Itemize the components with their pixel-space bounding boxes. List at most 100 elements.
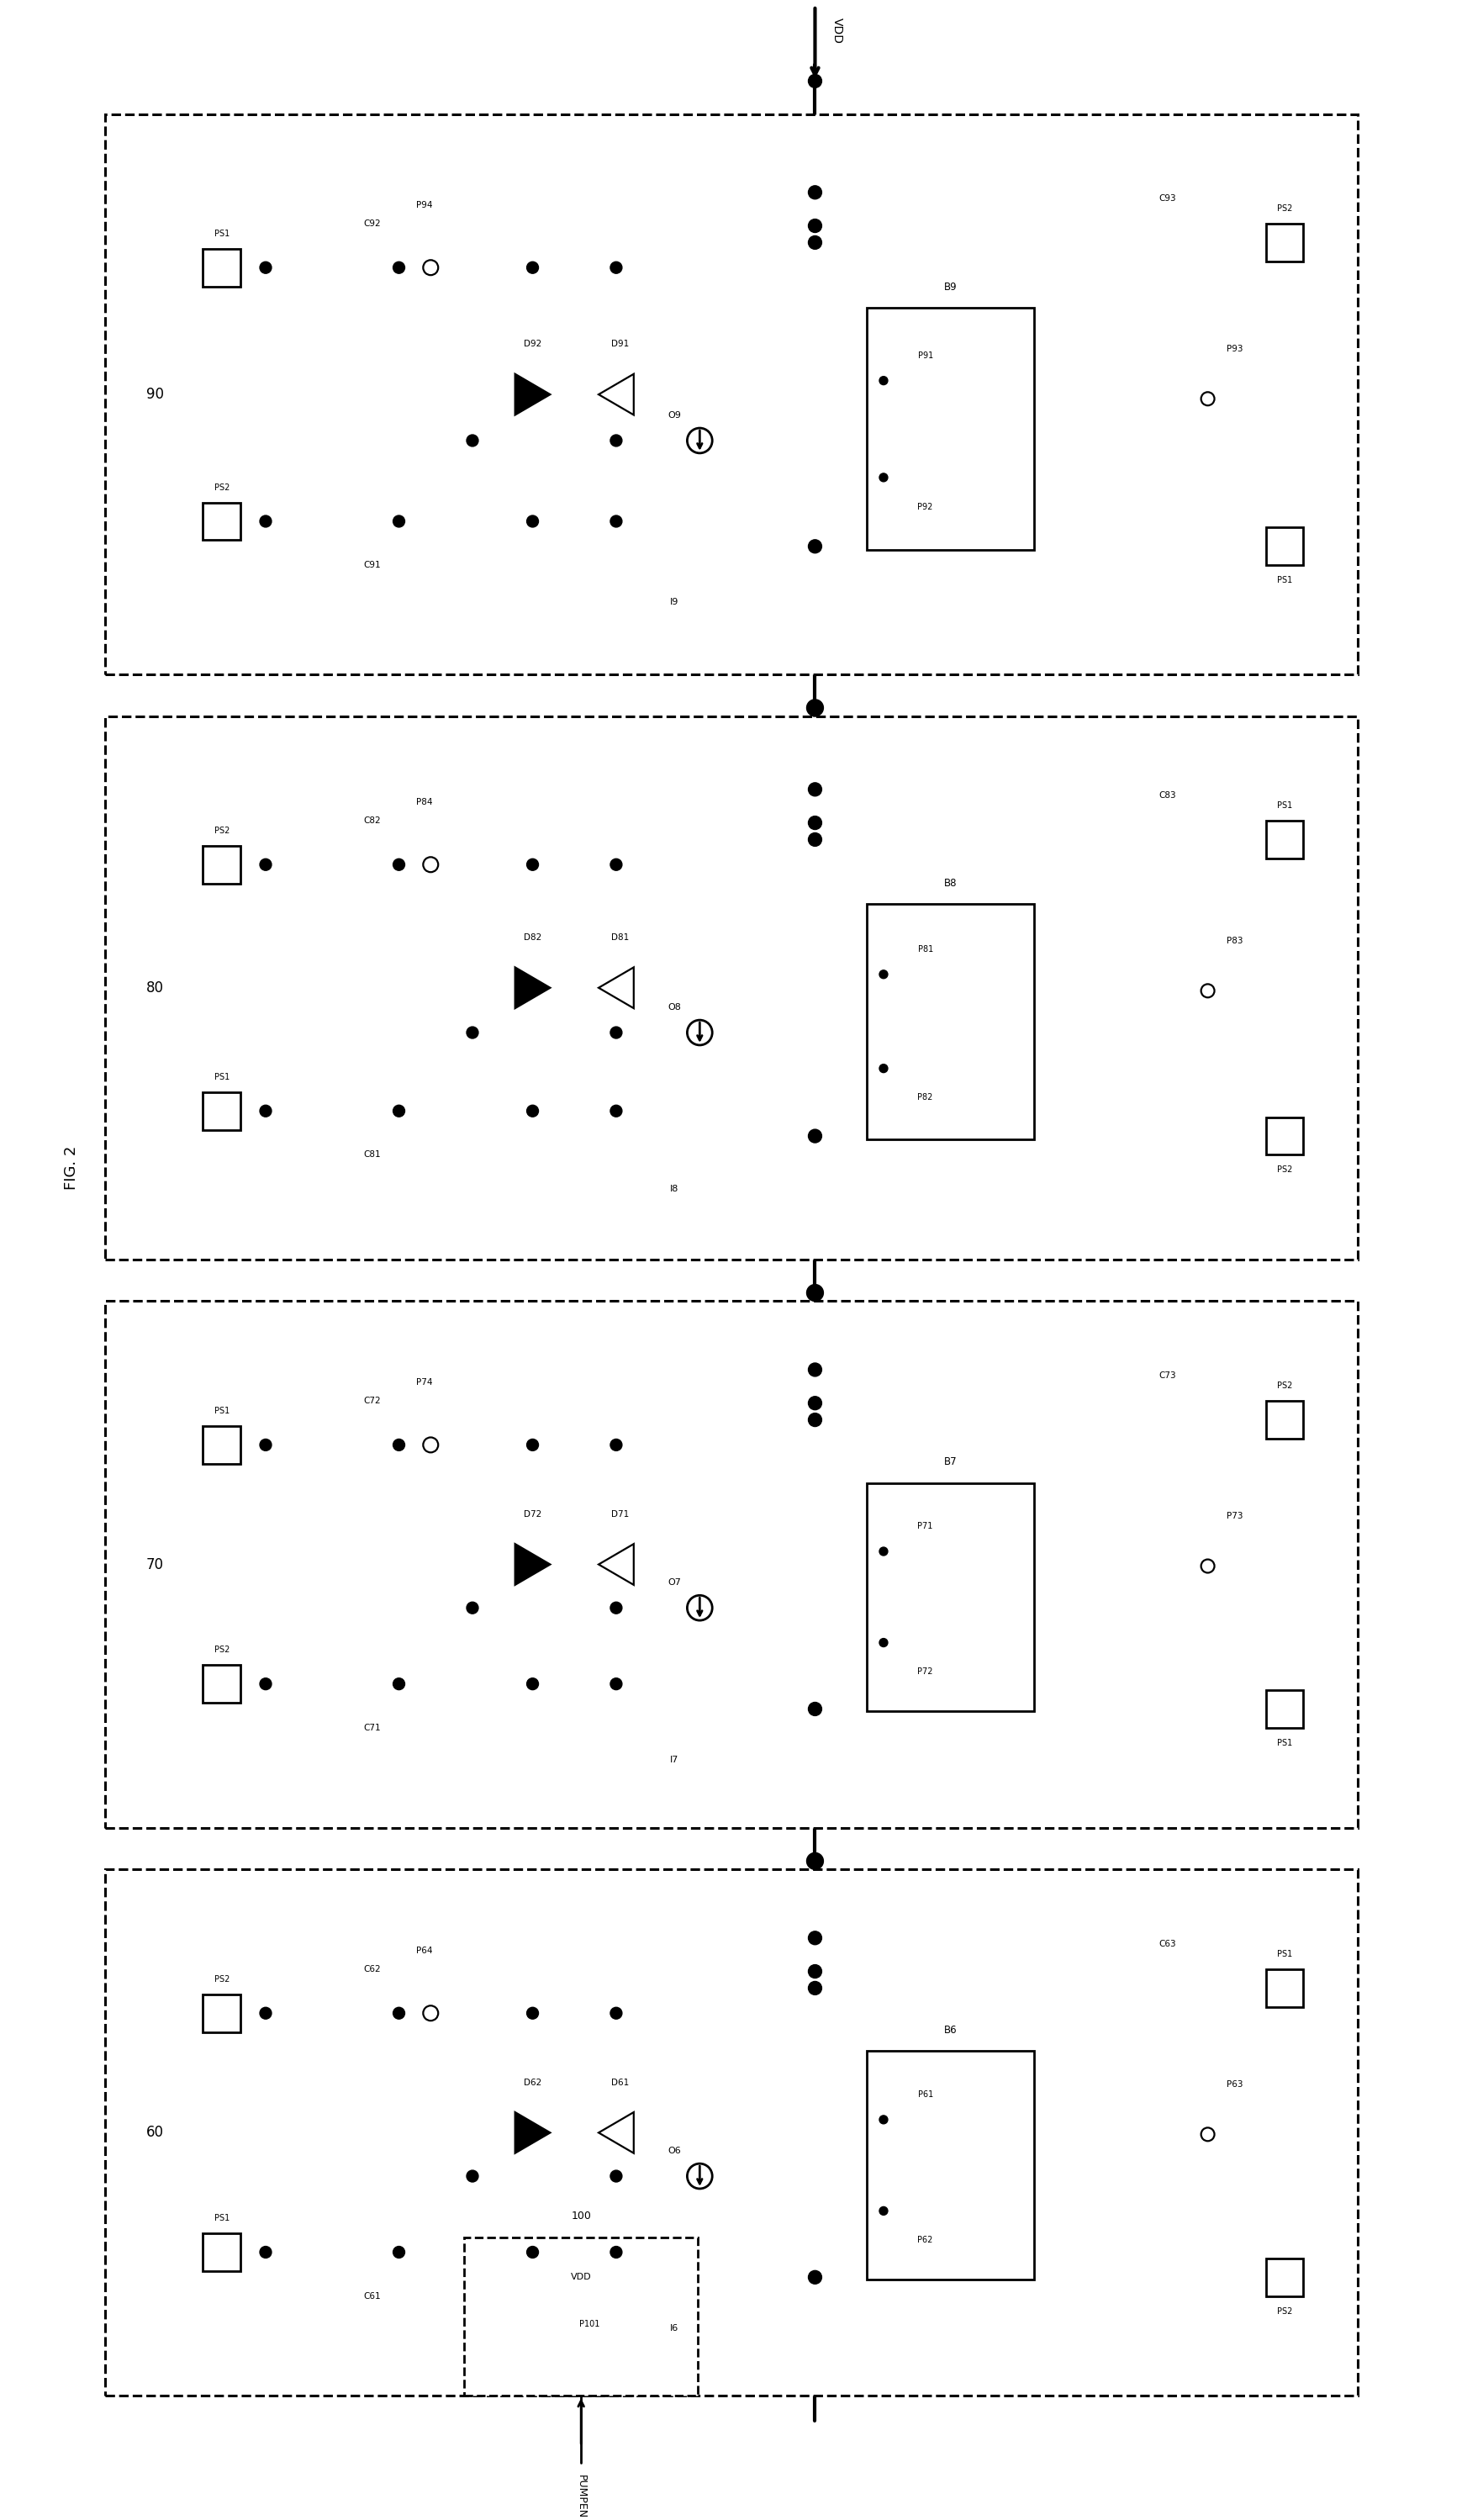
Text: P72: P72 [916, 1668, 933, 1676]
Text: C61: C61 [363, 2291, 381, 2301]
Circle shape [879, 474, 887, 481]
Text: PS1: PS1 [214, 1074, 230, 1081]
Text: PS1: PS1 [1277, 1739, 1292, 1746]
Bar [203, 1091, 240, 1129]
Circle shape [808, 1363, 822, 1376]
Circle shape [610, 1603, 621, 1613]
Text: B6: B6 [943, 2026, 957, 2036]
Circle shape [807, 1852, 823, 1870]
Circle shape [526, 2008, 538, 2019]
Text: B8: B8 [943, 877, 957, 890]
Text: C93: C93 [1158, 194, 1176, 202]
Text: P94: P94 [415, 202, 432, 209]
Polygon shape [515, 373, 550, 416]
Text: D92: D92 [523, 340, 541, 348]
Text: B7: B7 [943, 1457, 957, 1467]
Text: PS1: PS1 [214, 2215, 230, 2223]
Text: PS1: PS1 [214, 1406, 230, 1416]
Text: I9: I9 [670, 597, 679, 607]
Circle shape [879, 1638, 887, 1646]
Circle shape [808, 186, 822, 199]
Text: VDD: VDD [832, 18, 842, 43]
Circle shape [807, 701, 823, 716]
Circle shape [610, 2008, 621, 2019]
Bar [105, 1870, 1357, 2397]
Text: P71: P71 [916, 1522, 933, 1530]
Circle shape [610, 1439, 621, 1452]
Circle shape [610, 2245, 621, 2258]
Circle shape [393, 2008, 405, 2019]
Text: C63: C63 [1158, 1940, 1176, 1948]
Circle shape [879, 2114, 887, 2124]
Circle shape [260, 1106, 271, 1116]
Text: P93: P93 [1225, 345, 1241, 353]
Text: O9: O9 [667, 411, 681, 421]
Circle shape [260, 859, 271, 869]
Text: P84: P84 [415, 799, 432, 806]
Circle shape [466, 1026, 478, 1038]
Text: P91: P91 [916, 350, 933, 360]
Bar [203, 249, 240, 287]
Circle shape [879, 1063, 887, 1074]
Bar [1265, 1401, 1302, 1439]
Text: P62: P62 [916, 2235, 933, 2245]
Text: C82: C82 [363, 816, 381, 824]
Text: P83: P83 [1225, 937, 1241, 945]
Circle shape [808, 539, 822, 552]
Text: D61: D61 [611, 2079, 629, 2087]
Text: P61: P61 [916, 2092, 933, 2099]
Circle shape [393, 262, 405, 275]
Circle shape [393, 1106, 405, 1116]
Text: PS2: PS2 [214, 484, 230, 491]
Circle shape [610, 262, 621, 275]
Text: PS2: PS2 [1277, 1167, 1292, 1174]
Text: C91: C91 [363, 562, 381, 570]
Text: 100: 100 [571, 2210, 590, 2223]
Circle shape [808, 1396, 822, 1409]
Text: C73: C73 [1158, 1371, 1176, 1381]
Circle shape [610, 2170, 621, 2182]
Circle shape [610, 859, 621, 869]
Text: P63: P63 [1225, 2079, 1241, 2089]
Bar [1265, 822, 1302, 859]
Bar [105, 716, 1357, 1260]
Text: PS2: PS2 [1277, 1381, 1292, 1391]
Bar [1265, 1116, 1302, 1154]
Circle shape [808, 237, 822, 249]
Bar [105, 1300, 1357, 1827]
Bar [1265, 1691, 1302, 1729]
Text: PS1: PS1 [1277, 1950, 1292, 1958]
Polygon shape [515, 1545, 550, 1585]
Circle shape [610, 1106, 621, 1116]
Circle shape [808, 1704, 822, 1716]
Circle shape [879, 375, 887, 386]
Text: C83: C83 [1158, 791, 1176, 799]
Text: P64: P64 [415, 1945, 432, 1956]
Bar [203, 501, 240, 539]
Text: PS2: PS2 [214, 1976, 230, 1983]
Circle shape [808, 219, 822, 232]
Text: FIG. 2: FIG. 2 [64, 1147, 79, 1189]
Text: 70: 70 [145, 1557, 163, 1572]
Text: P74: P74 [415, 1378, 432, 1386]
Circle shape [260, 2245, 271, 2258]
Text: P92: P92 [916, 501, 933, 512]
Circle shape [393, 859, 405, 869]
Text: PS2: PS2 [1277, 2306, 1292, 2316]
Circle shape [393, 517, 405, 527]
Circle shape [526, 1439, 538, 1452]
Circle shape [526, 517, 538, 527]
Text: VDD: VDD [571, 2273, 592, 2281]
Text: D62: D62 [523, 2079, 541, 2087]
Circle shape [808, 1966, 822, 1978]
Text: D81: D81 [611, 932, 629, 942]
Circle shape [260, 1439, 271, 1452]
Text: P73: P73 [1225, 1512, 1241, 1520]
Text: 90: 90 [145, 388, 163, 403]
Bar [464, 2238, 697, 2397]
Circle shape [393, 1678, 405, 1691]
Text: I7: I7 [670, 1756, 679, 1764]
Text: D71: D71 [611, 1509, 629, 1520]
Text: P82: P82 [916, 1094, 933, 1101]
Text: PS1: PS1 [214, 229, 230, 237]
